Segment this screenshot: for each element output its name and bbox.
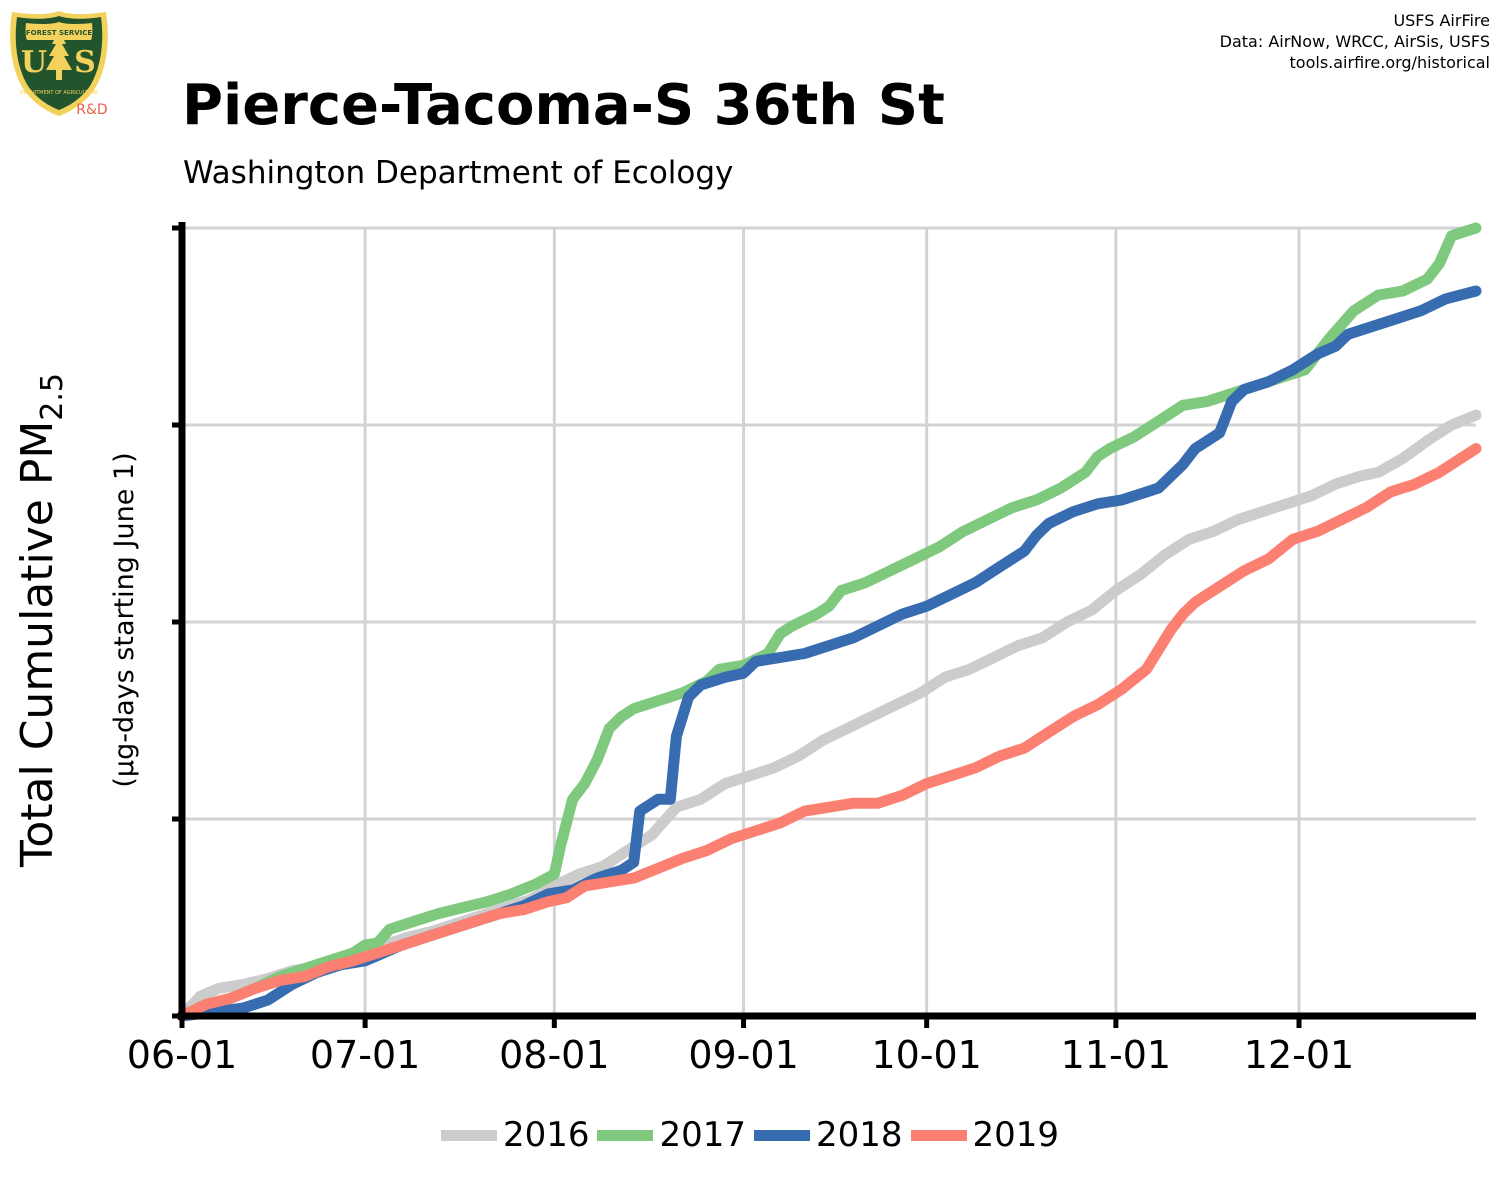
legend-item-2017: 2017 xyxy=(597,1118,746,1152)
legend-item-2018: 2018 xyxy=(754,1118,903,1152)
x-tick-label: 06-01 xyxy=(127,1033,237,1077)
credit-line: Data: AirNow, WRCC, AirSis, USFS xyxy=(1219,32,1490,51)
x-tick-label: 10-01 xyxy=(871,1033,981,1077)
legend-item-2016: 2016 xyxy=(440,1115,590,1155)
legend-swatch xyxy=(910,1129,967,1141)
legend-label: 2017 xyxy=(659,1115,746,1155)
axes: 06-01 07-01 08-01 09-01 10-01 11-01 12-01 xyxy=(127,222,1476,1077)
x-tick-label: 11-01 xyxy=(1061,1033,1171,1077)
legend-swatch xyxy=(754,1129,810,1141)
credit-line: USFS AirFire xyxy=(1393,11,1490,30)
series-line-2019 xyxy=(176,443,1482,1022)
y-axis-title-prefix: Total Cumulative PM xyxy=(12,421,63,868)
y-axis-units: (µg-days starting June 1) xyxy=(109,452,140,787)
logo-top-text: FOREST SERVICE xyxy=(26,29,93,37)
legend-item-2019: 2019 xyxy=(910,1115,1060,1155)
forest-service-logo: U S FOREST SERVICE DEPARTMENT OF AGRICUL… xyxy=(6,8,112,118)
x-tick-label: 08-01 xyxy=(499,1033,609,1077)
legend-label: 2018 xyxy=(816,1115,903,1155)
series-lines xyxy=(176,222,1482,1022)
legend-swatch xyxy=(597,1129,654,1141)
logo-tag: R&D xyxy=(76,102,107,118)
legend-label: 2019 xyxy=(972,1115,1060,1155)
credits: USFS AirFire Data: AirNow, WRCC, AirSis,… xyxy=(1220,10,1490,73)
y-axis-label: Total Cumulative PM2.5 (µg-days starting… xyxy=(12,373,140,868)
series-line-2016 xyxy=(176,409,1482,1022)
y-axis-title-subscript: 2.5 xyxy=(35,373,70,421)
logo-letter-s: S xyxy=(74,45,96,80)
shield-icon: U S FOREST SERVICE DEPARTMENT OF AGRICUL… xyxy=(10,11,108,118)
x-tick-label: 07-01 xyxy=(310,1033,420,1077)
legend-label: 2016 xyxy=(502,1115,590,1155)
legend-swatch xyxy=(440,1129,497,1141)
x-tick-label: 09-01 xyxy=(688,1033,798,1077)
legend: 2016 2017 2018 2019 xyxy=(0,1112,1500,1158)
series-line-2018 xyxy=(176,285,1482,1022)
chart-subtitle: Washington Department of Ecology xyxy=(183,155,734,191)
credit-line: tools.airfire.org/historical xyxy=(1289,53,1490,72)
logo-bottom-text: DEPARTMENT OF AGRICULTURE xyxy=(20,90,98,96)
chart-title: Pierce-Tacoma-S 36th St xyxy=(182,73,945,138)
x-tick-label: 12-01 xyxy=(1244,1033,1354,1077)
logo-letter-u: U xyxy=(21,45,47,80)
grid xyxy=(180,226,1476,1018)
y-axis-title: Total Cumulative PM2.5 xyxy=(12,373,70,868)
